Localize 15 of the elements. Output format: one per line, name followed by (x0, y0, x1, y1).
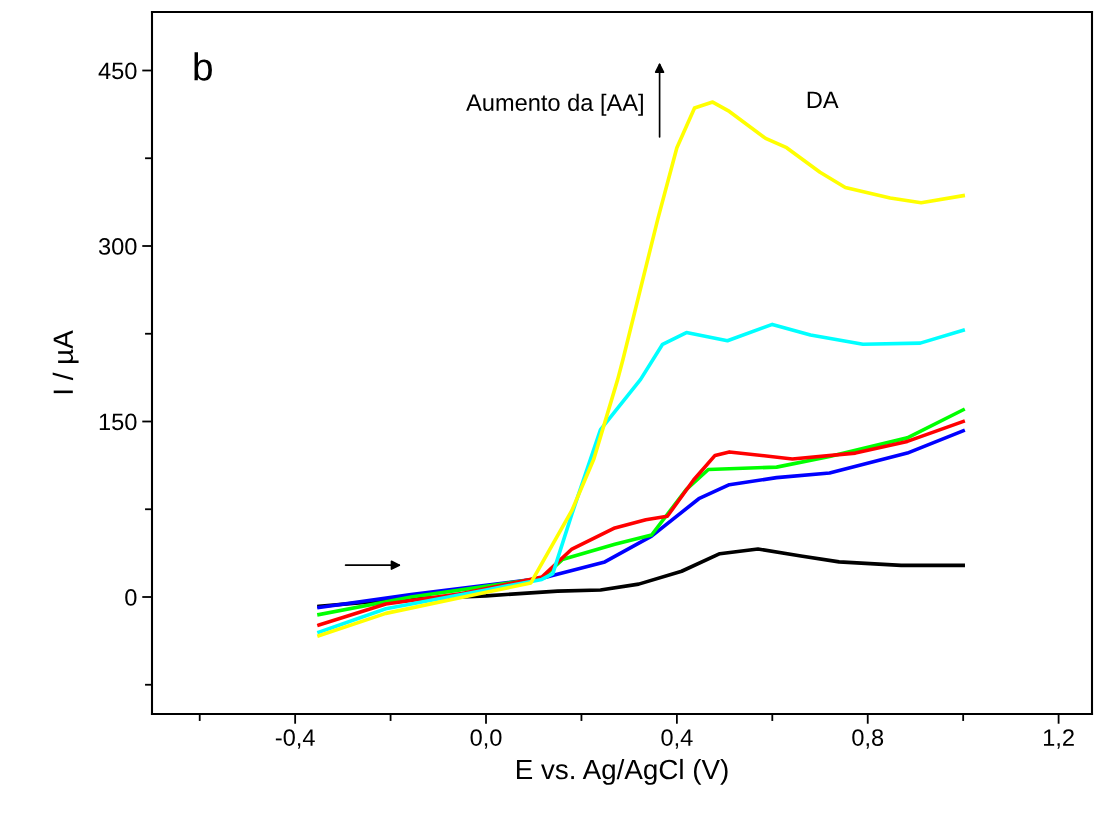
annotation: DA (807, 91, 839, 108)
x-tick-label: 1,2 (1043, 729, 1074, 749)
x-tick-label: 0,4 (661, 729, 693, 749)
x-axis-title: E vs. Ag/AgCl (V) (516, 758, 728, 785)
y-tick-label: 450 (98, 62, 137, 80)
x-tick-label: 0,8 (852, 729, 884, 749)
y-axis-title: I / µA (52, 330, 79, 394)
y-tick-label: 0 (125, 589, 137, 606)
x-tick-label: -0,4 (275, 729, 315, 749)
x-tick-label: 0,0 (470, 729, 502, 749)
line-series (317, 322, 965, 634)
y-tick-label: 150 (99, 413, 137, 431)
annotation: Aumento da [AA] (466, 93, 643, 116)
annotation: b (194, 52, 212, 81)
y-tick-label: 300 (98, 238, 137, 255)
